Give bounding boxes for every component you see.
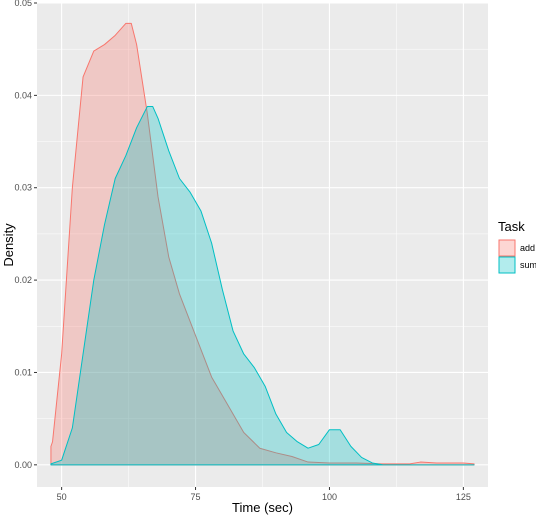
- y-tick-label: 0.00: [14, 460, 32, 470]
- x-axis-title: Time (sec): [232, 500, 293, 515]
- y-tick-label: 0.04: [14, 90, 32, 100]
- legend: Task add sum: [498, 219, 536, 274]
- x-axis: 50 75 100 125: [57, 487, 471, 502]
- legend-label-add: add: [520, 243, 535, 253]
- x-tick-label: 125: [456, 492, 471, 502]
- legend-key-add: [498, 239, 516, 257]
- y-tick-label: 0.03: [14, 183, 32, 193]
- legend-title: Task: [498, 219, 525, 234]
- y-axis: 0.00 0.01 0.02 0.03 0.04 0.05: [14, 0, 37, 470]
- density-areas: [50, 22, 475, 466]
- x-tick-label: 50: [57, 492, 67, 502]
- density-area-add: [50, 22, 475, 466]
- grid-minor: [37, 3, 488, 487]
- density-area-sum: [50, 105, 475, 466]
- y-tick-label: 0.01: [14, 367, 32, 377]
- x-tick-label: 100: [322, 492, 337, 502]
- legend-key-sum: [498, 256, 516, 274]
- y-tick-label: 0.05: [14, 0, 32, 8]
- grid-major: [37, 2, 488, 487]
- y-axis-title: Density: [1, 223, 16, 267]
- legend-label-sum: sum: [520, 260, 536, 270]
- y-tick-label: 0.02: [14, 275, 32, 285]
- x-tick-label: 75: [191, 492, 201, 502]
